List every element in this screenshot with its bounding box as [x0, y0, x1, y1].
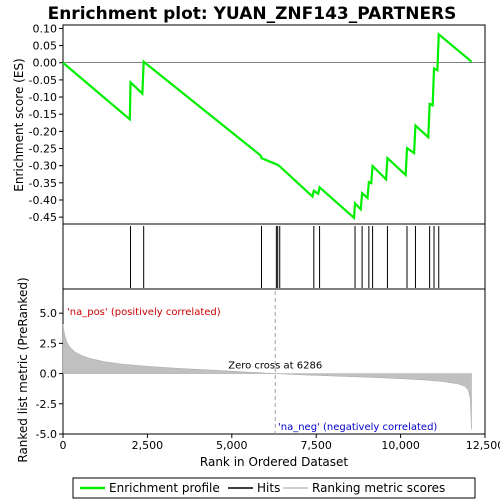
metric-y-tick-label: 5.0 — [40, 307, 58, 320]
metric-y-tick-label: -5.0 — [36, 428, 57, 441]
rank-x-tick-label: 0 — [60, 439, 67, 452]
metric-y-axis: 5.0 2.5 0.0 -2.5 -5.0 — [36, 307, 63, 441]
metric-y-tick-label: 2.5 — [40, 337, 58, 350]
enrichment-profile-line — [62, 31, 473, 221]
metric-y-tick-label: 0.0 — [40, 368, 58, 381]
es-y-tick-label: -0.40 — [29, 194, 57, 207]
rank-x-axis: 0 2,500 5,000 7,500 10,000 12,500 — [60, 434, 500, 452]
es-y-tick-label: -0.35 — [29, 177, 57, 190]
legend-frame — [72, 477, 476, 499]
metric-y-axis-label: Ranked list metric (PreRanked) — [16, 277, 30, 462]
es-y-tick-label: -0.20 — [29, 125, 57, 138]
metric-y-tick-label: -2.5 — [36, 398, 57, 411]
rank-x-tick-label: 12,500 — [466, 439, 500, 452]
es-y-tick-label: -0.30 — [29, 160, 57, 173]
es-y-axis-label: Enrichment score (ES) — [12, 58, 26, 191]
hits-panel-frame — [62, 223, 486, 290]
legend-hits-label: Hits — [257, 481, 280, 495]
es-y-tick-label: -0.45 — [29, 211, 57, 224]
es-y-tick-label: -0.10 — [29, 91, 57, 104]
es-y-tick-label: 0.00 — [33, 57, 58, 70]
rank-x-tick-label: 10,000 — [381, 439, 420, 452]
legend: Enrichment profile Hits Ranking metric s… — [72, 477, 476, 499]
rank-x-axis-label: Rank in Ordered Dataset — [200, 455, 348, 469]
ranking-metric-area — [62, 324, 472, 430]
es-y-axis: 0.10 0.05 0.00 -0.05 -0.10 -0.15 -0.20 -0.25 -0.… — [29, 22, 63, 224]
rank-x-tick-label: 2,500 — [132, 439, 164, 452]
zero-cross-label: Zero cross at 6286 — [228, 361, 322, 372]
es-y-tick-label: 0.10 — [33, 22, 58, 35]
rank-x-tick-label: 5,000 — [216, 439, 248, 452]
es-y-tick-label: -0.15 — [29, 108, 57, 121]
metric-panel: Zero cross at 6286 'na_pos' (positively … — [16, 277, 500, 469]
metric-panel-frame — [62, 288, 486, 435]
hit-marks — [130, 226, 440, 288]
es-y-tick-label: -0.05 — [29, 74, 57, 87]
es-y-tick-label: -0.25 — [29, 143, 57, 156]
chart-title: Enrichment plot: YUAN_ZNF143_PARTNERS — [48, 4, 457, 24]
positive-correlation-label: 'na_pos' (positively correlated) — [67, 307, 221, 318]
es-panel: 0.10 0.05 0.00 -0.05 -0.10 -0.15 -0.20 -0.25 -0.… — [12, 22, 486, 225]
legend-enrichment-profile-label: Enrichment profile — [109, 481, 220, 495]
es-panel-frame — [62, 24, 486, 225]
es-y-tick-label: 0.05 — [33, 40, 58, 53]
legend-ranking-metric-label: Ranking metric scores — [312, 481, 445, 495]
negative-correlation-label: 'na_neg' (negatively correlated) — [278, 422, 437, 433]
rank-x-tick-label: 7,500 — [300, 439, 332, 452]
hits-panel — [62, 223, 486, 290]
